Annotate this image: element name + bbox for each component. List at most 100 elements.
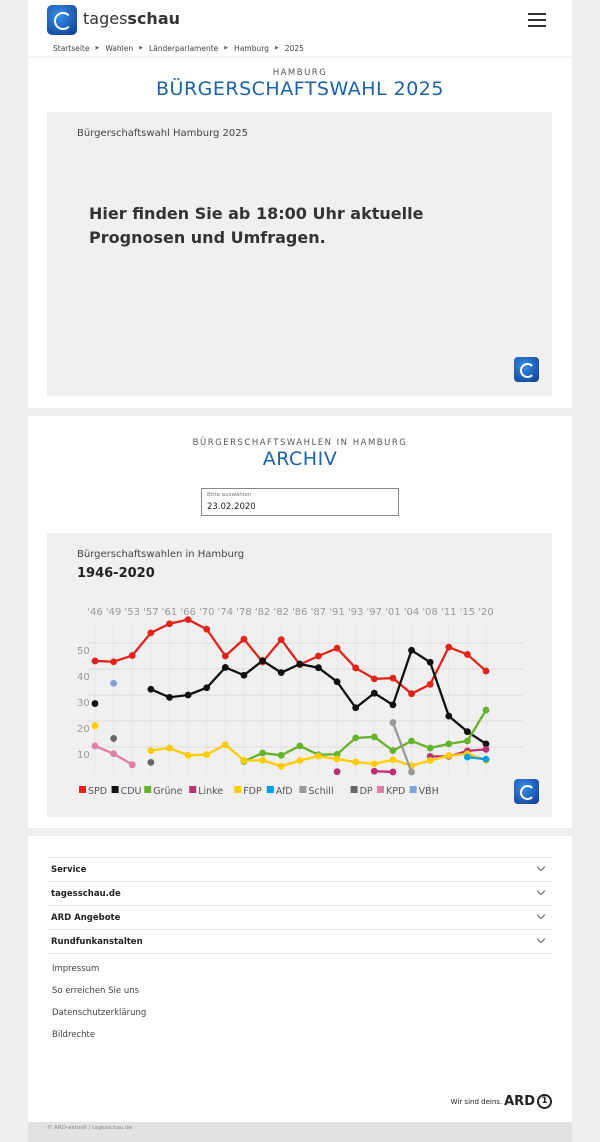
data-point-FDP	[221, 741, 229, 749]
data-point-SPD	[221, 652, 229, 660]
legend-swatch	[350, 786, 358, 793]
legend-swatch	[377, 786, 384, 793]
footer-accordion[interactable]: tagesschau.de	[47, 881, 552, 905]
breadcrumb-separator-icon: ▶	[224, 45, 229, 51]
data-point-SPD	[333, 644, 341, 652]
accordion-label: tagesschau.de	[51, 889, 121, 899]
x-tick-label: '82	[273, 607, 288, 618]
data-point-Linke	[333, 768, 341, 776]
legend-swatch	[266, 786, 274, 793]
breadcrumb-item[interactable]: 2025	[284, 44, 304, 53]
y-tick-label: 50	[77, 646, 90, 657]
data-point-CDU	[91, 700, 99, 707]
data-point-SPD	[370, 675, 378, 683]
legend-swatch	[409, 786, 417, 793]
election-2025-section: HAMBURG BÜRGERSCHAFTSWAHL 2025 Bürgersch…	[28, 58, 572, 408]
section-title: ARCHIV	[262, 448, 338, 470]
breadcrumb-item[interactable]: Hamburg	[234, 44, 269, 53]
data-point-CDU	[203, 684, 211, 692]
x-tick-label: '91	[329, 607, 344, 618]
copyright: © ARD-aktuell / tagesschau.de	[47, 1125, 133, 1131]
x-tick-label: '78	[236, 607, 251, 618]
ard-one-icon: 1	[537, 1094, 552, 1109]
data-point-FDP	[389, 756, 397, 764]
legend-swatch	[189, 786, 197, 793]
archive-chart-widget: Bürgerschaftswahlen in Hamburg 1946-2020…	[47, 533, 552, 817]
footer-accordion[interactable]: ARD Angebote	[47, 905, 552, 929]
brand-bold: schau	[127, 9, 181, 28]
data-point-Schill	[408, 768, 415, 776]
data-point-Grüne	[259, 749, 266, 757]
data-point-CDU	[445, 712, 453, 720]
x-tick-label: '53	[124, 607, 139, 618]
data-point-FDP	[445, 752, 453, 759]
ard-logo: ARD	[504, 1094, 535, 1109]
data-point-Linke	[482, 745, 490, 753]
accordion-label: Rundfunkanstalten	[51, 937, 143, 947]
tagesschau-logo-icon	[514, 357, 539, 382]
data-point-CDU	[147, 685, 155, 693]
select-label: Bitte auswählen	[207, 492, 252, 498]
data-point-CDU	[240, 671, 248, 679]
election-date-select[interactable]: Bitte auswählen 23.02.2020	[201, 488, 399, 516]
x-tick-label: '87	[311, 607, 326, 618]
data-point-CDU	[315, 664, 322, 672]
ard-brand[interactable]: Wir sind deins. ARD 1	[451, 1094, 552, 1109]
footer-link[interactable]: Datenschutzerklärung	[52, 1008, 147, 1018]
data-point-DP	[110, 735, 118, 742]
data-point-CDU	[333, 678, 341, 686]
footer-accordion[interactable]: Service	[47, 857, 552, 881]
brand-name[interactable]: tagesschau	[83, 9, 180, 28]
x-tick-label: '74	[218, 607, 233, 618]
results-widget: Bürgerschaftswahl Hamburg 2025 Hier find…	[47, 112, 552, 396]
x-tick-label: '82	[255, 607, 270, 618]
data-point-FDP	[352, 758, 360, 766]
x-tick-label: '01	[385, 607, 400, 618]
data-point-Grüne	[408, 737, 415, 745]
tagesschau-logo-icon[interactable]	[47, 5, 77, 35]
chevron-down-icon	[536, 910, 546, 920]
data-point-CDU	[389, 701, 397, 709]
site-header: tagesschau Startseite ▶ Wahlen ▶ Länderparla…	[28, 0, 572, 58]
x-tick-label: '49	[106, 607, 121, 618]
brand-light: tages	[83, 9, 128, 28]
data-point-SPD	[482, 667, 490, 675]
data-point-Grüne	[370, 733, 378, 741]
breadcrumb: Startseite ▶ Wahlen ▶ Länderparlamente ▶ Hambu…	[53, 44, 304, 53]
data-point-SPD	[315, 652, 322, 660]
x-tick-label: '61	[162, 607, 177, 618]
data-point-FDP	[203, 751, 211, 758]
footer-accordion[interactable]: Rundfunkanstalten	[47, 929, 552, 953]
footer-link[interactable]: So erreichen Sie uns	[52, 986, 140, 996]
page-title: BÜRGERSCHAFTSWAHL 2025	[156, 78, 444, 100]
breadcrumb-item[interactable]: Länderparlamente	[148, 44, 219, 53]
data-point-FDP	[147, 747, 155, 755]
breadcrumb-item[interactable]: Startseite	[53, 44, 90, 53]
breadcrumb-item[interactable]: Wahlen	[105, 44, 134, 53]
data-point-KPD	[110, 750, 118, 758]
footer-link[interactable]: Impressum	[52, 964, 100, 974]
data-point-Grüne	[445, 740, 453, 748]
legend-label: SPD	[88, 786, 107, 797]
copyright-bar: © ARD-aktuell / tagesschau.de	[28, 1122, 572, 1142]
legend-swatch	[111, 786, 119, 793]
archive-section: BÜRGERSCHAFTSWAHLEN IN HAMBURG ARCHIV Bi…	[28, 416, 572, 828]
chart-title: Bürgerschaftswahlen in Hamburg	[77, 549, 245, 560]
legend-label: Grüne	[153, 786, 182, 797]
footer-link[interactable]: Bildrechte	[52, 1030, 96, 1040]
x-tick-label: '20	[478, 607, 493, 618]
data-point-DP	[147, 758, 155, 766]
breadcrumb-separator-icon: ▶	[274, 45, 279, 51]
data-point-FDP	[370, 760, 378, 768]
legend-label: KPD	[386, 786, 405, 797]
legend-label: Schill	[308, 786, 333, 797]
legend-swatch	[299, 786, 307, 793]
section-kicker: HAMBURG	[272, 68, 328, 78]
hamburger-menu-icon[interactable]	[528, 13, 546, 27]
chevron-down-icon	[536, 862, 546, 872]
accordion-label: Service	[51, 865, 87, 875]
x-tick-label: '57	[143, 607, 158, 618]
data-point-AfD	[464, 753, 471, 761]
widget-caption: Bürgerschaftswahl Hamburg 2025	[77, 128, 248, 139]
series-line-Schill	[391, 722, 413, 773]
